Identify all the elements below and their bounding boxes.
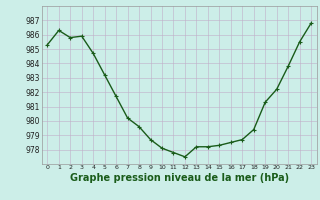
X-axis label: Graphe pression niveau de la mer (hPa): Graphe pression niveau de la mer (hPa) (70, 173, 289, 183)
